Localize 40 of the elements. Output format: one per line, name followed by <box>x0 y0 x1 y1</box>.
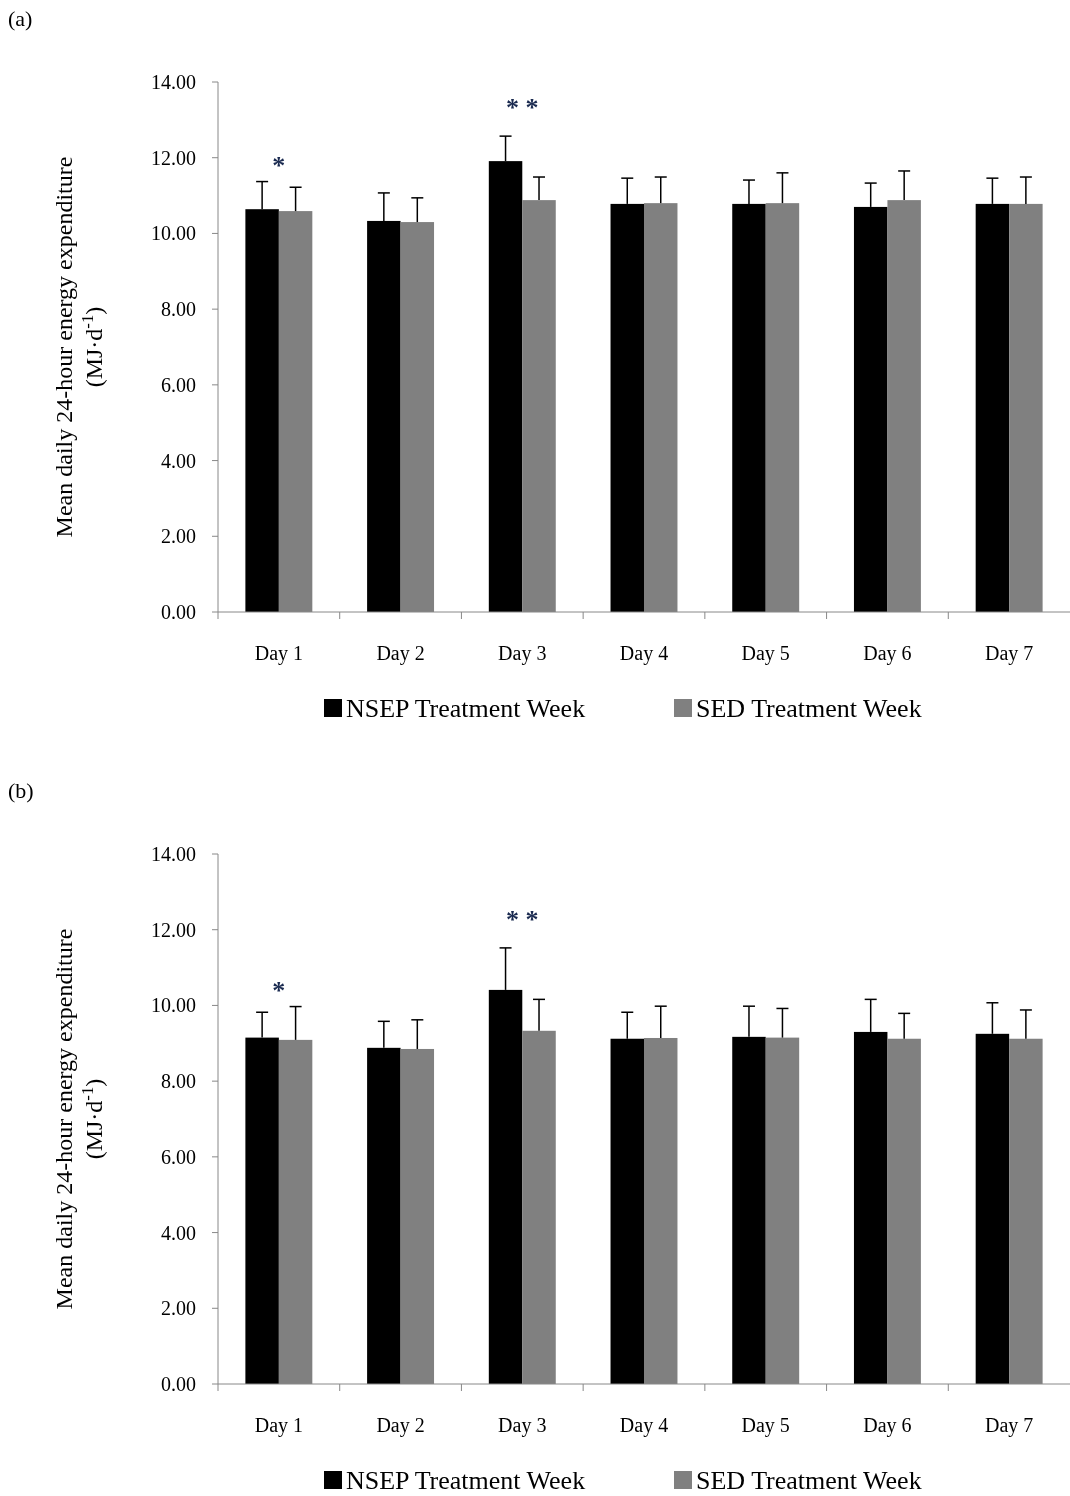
x-tick-label: Day 6 <box>863 642 912 665</box>
text: (b) <box>8 778 34 803</box>
legend-label: SED Treatment Week <box>696 1466 922 1496</box>
x-tick-label: Day 2 <box>376 642 425 665</box>
x-tick-label: Day 1 <box>254 642 304 665</box>
x-tick-label: Day 5 <box>741 642 790 665</box>
annotation: * <box>272 150 286 180</box>
y-tick-label: 14.00 <box>151 843 196 865</box>
annotation: * * <box>506 904 539 934</box>
x-tick-label: Day 7 <box>984 642 1034 665</box>
y-tick-label: 12.00 <box>151 146 196 169</box>
y-tick-label: 0.00 <box>161 1373 196 1395</box>
x-tick-label: Day 3 <box>498 1414 547 1437</box>
y-tick-label: 2.00 <box>161 1297 196 1320</box>
y-tick-label: 6.00 <box>161 373 196 396</box>
y-tick-label: 10.00 <box>151 222 196 245</box>
y-tick-label: 10.00 <box>151 994 196 1017</box>
y-tick-label: 8.00 <box>161 298 196 321</box>
text: (a) <box>8 6 33 31</box>
x-tick-label: Day 1 <box>254 1414 304 1437</box>
x-tick-label: Day 7 <box>984 1414 1034 1437</box>
y-tick-label: 12.00 <box>151 918 196 941</box>
y-tick-label: 8.00 <box>161 1070 196 1093</box>
annotation: * <box>272 975 286 1005</box>
y-tick-label: 2.00 <box>161 525 196 548</box>
x-tick-label: Day 3 <box>498 642 547 665</box>
y-tick-label: 14.00 <box>151 71 196 93</box>
y-tick-label: 4.00 <box>161 449 196 472</box>
legend-label: NSEP Treatment Week <box>346 1466 586 1496</box>
y-tick-label: 0.00 <box>161 601 196 623</box>
y-tick-label: 4.00 <box>161 1221 196 1244</box>
x-tick-label: Day 4 <box>619 1414 669 1437</box>
x-tick-label: Day 6 <box>863 1414 912 1437</box>
x-tick-label: Day 5 <box>741 1414 790 1437</box>
legend-label: SED Treatment Week <box>696 694 922 724</box>
y-tick-label: 6.00 <box>161 1145 196 1168</box>
x-tick-label: Day 2 <box>376 1414 425 1437</box>
annotation: * * <box>506 93 539 123</box>
x-tick-label: Day 4 <box>619 642 669 665</box>
legend-label: NSEP Treatment Week <box>346 694 586 724</box>
